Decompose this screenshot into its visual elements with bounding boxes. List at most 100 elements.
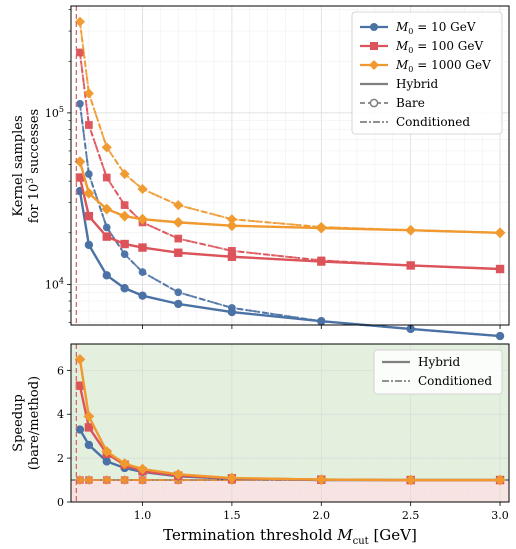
top-legend: M0 = 10 GeV M0 = 100 GeV M0 = 1000 GeV H… [351,11,503,135]
data-point [75,425,85,434]
legend-entry-m0-10: M0 = 10 GeV [360,20,476,36]
data-point [84,240,94,250]
data-point [83,187,95,199]
data-point [74,156,86,168]
data-point [494,227,506,239]
legend-entry-bare: Bare [360,96,425,110]
svg-text:M0 = 100 GeV: M0 = 100 GeV [395,39,483,55]
data-point [494,474,506,486]
data-point [174,288,183,297]
data-point [76,48,84,57]
data-point [405,474,417,486]
legend-entry-hybrid: Hybrid [360,77,439,91]
top-y-axis-label-2: for 103 successes [26,109,42,223]
data-point [138,268,147,276]
bottom-series [71,344,509,502]
data-point [119,210,131,222]
data-point [173,200,184,211]
data-point [120,239,129,249]
data-point [172,216,184,228]
data-point [174,234,183,243]
data-point [75,173,85,182]
data-point [228,247,236,255]
data-point [102,457,111,466]
top-y-tick-label: 104 [45,276,64,291]
data-point [84,440,94,450]
top-y-axis-label: Kernel samples [11,115,26,216]
data-point [74,16,85,27]
data-point [138,243,147,252]
x-tick-label: 2.5 [402,509,420,522]
bottom-legend-entry-conditioned: Conditioned [382,374,492,388]
svg-text:Conditioned: Conditioned [418,374,492,388]
data-point [74,475,85,486]
data-point [102,173,111,182]
legend-entry-m0-100: M0 = 100 GeV [360,39,483,55]
x-axis-label: Termination threshold Mcut [GeV] [163,526,417,547]
top-series-m0-1000-hybrid [74,156,506,239]
data-point [315,474,327,486]
bottom-y-tick-label: 4 [57,408,64,421]
data-point [101,142,112,153]
top-plot-frame [70,5,510,326]
data-point [495,331,505,341]
data-point [406,261,415,270]
data-point [102,271,111,280]
speedup-panel: 0 2 4 6 1.0 1.5 2.0 2.5 3.0 Speedup (bare/metho… [11,343,510,547]
data-point [120,284,129,293]
x-ticks: 1.0 1.5 2.0 2.5 3.0 [134,502,509,522]
svg-text:Hybrid: Hybrid [396,77,439,91]
data-point [76,99,84,108]
data-point [85,121,93,129]
data-point [172,468,184,480]
data-point [101,446,113,457]
data-point [226,472,238,484]
data-point [84,211,94,221]
top-y-ticks: 104 105 [45,9,501,329]
top-legend-box [351,11,503,135]
bottom-legend: Hybrid Conditioned [373,349,503,395]
data-point [84,423,94,432]
bottom-legend-entry-hybrid: Hybrid [382,355,461,369]
bottom-y-tick-label: 2 [57,452,64,465]
data-point [119,458,131,469]
data-point [101,475,112,486]
svg-text:M0 = 1000 GeV: M0 = 1000 GeV [395,58,491,74]
svg-text:Bare: Bare [396,96,425,110]
data-point [85,170,93,178]
data-point [74,353,86,365]
data-point [137,213,148,225]
bottom-series-m0-1000-hybrid [74,353,506,486]
series-line [78,359,501,482]
data-point [315,222,327,234]
bottom-plot-frame [70,343,510,503]
data-point [174,299,183,309]
data-point [137,184,148,195]
data-point [101,203,113,215]
x-tick-label: 1.5 [223,509,241,522]
data-point [138,291,147,300]
series-line [78,52,501,270]
legend-entry-conditioned: Conditioned [360,115,470,129]
bottom-y-tick-label: 6 [57,364,64,377]
series-line [78,177,501,271]
bottom-y-axis-label-2: (bare/method) [27,376,42,470]
data-point [226,220,238,232]
legend-entry-m0-1000: M0 = 1000 GeV [360,58,491,74]
data-point [102,223,111,232]
data-point [405,224,417,236]
data-point [83,88,94,99]
data-point [317,317,326,326]
slowdown-region [71,480,509,502]
series-line [78,161,501,234]
top-y-tick-label: 105 [45,105,64,120]
data-point [137,475,148,486]
svg-text:Conditioned: Conditioned [396,115,470,129]
series-line [78,21,501,234]
data-point [120,250,129,259]
data-point [317,257,326,266]
bottom-y-axis-label: Speedup [11,394,26,452]
data-point [120,201,129,209]
